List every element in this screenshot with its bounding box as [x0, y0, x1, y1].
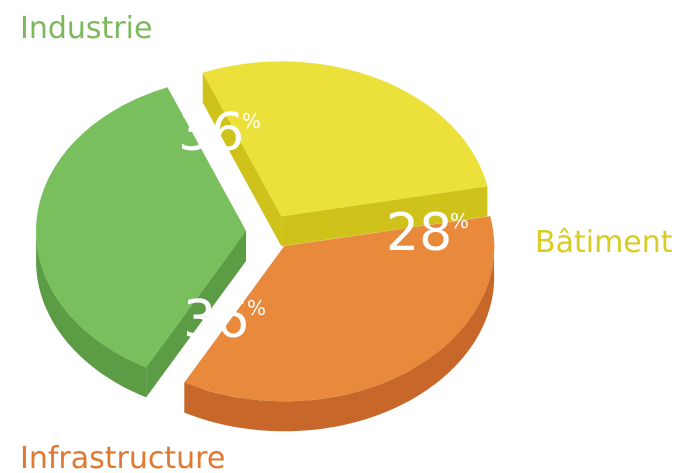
category-label-bâtiment: Bâtiment [535, 225, 673, 260]
slice-labels: 28% Bâtiment 36% Infrastructure 36% Industrie [20, 11, 673, 473]
slice-wall-bâtiment-1 [281, 186, 488, 247]
slice-wall-industrie-0 [146, 231, 247, 398]
slice-tops [36, 61, 495, 402]
percent-sign: % [450, 209, 469, 233]
category-label-industrie: Industrie [20, 11, 152, 46]
value-label-bâtiment: 28 [386, 203, 452, 263]
value-label-industrie: 36 [178, 103, 244, 163]
slice-wall-bâtiment-0 [202, 72, 282, 247]
percent-sign: % [247, 296, 266, 320]
percent-sign: % [242, 109, 261, 133]
category-label-infrastructure: Infrastructure [20, 441, 225, 473]
slice-bâtiment [202, 61, 488, 217]
slice-infrastructure [184, 216, 495, 402]
value-label-infrastructure: 36 [183, 290, 249, 350]
slice-side-industrie [36, 228, 147, 398]
slice-industrie [36, 87, 247, 368]
slice-side-infrastructure [184, 239, 495, 432]
